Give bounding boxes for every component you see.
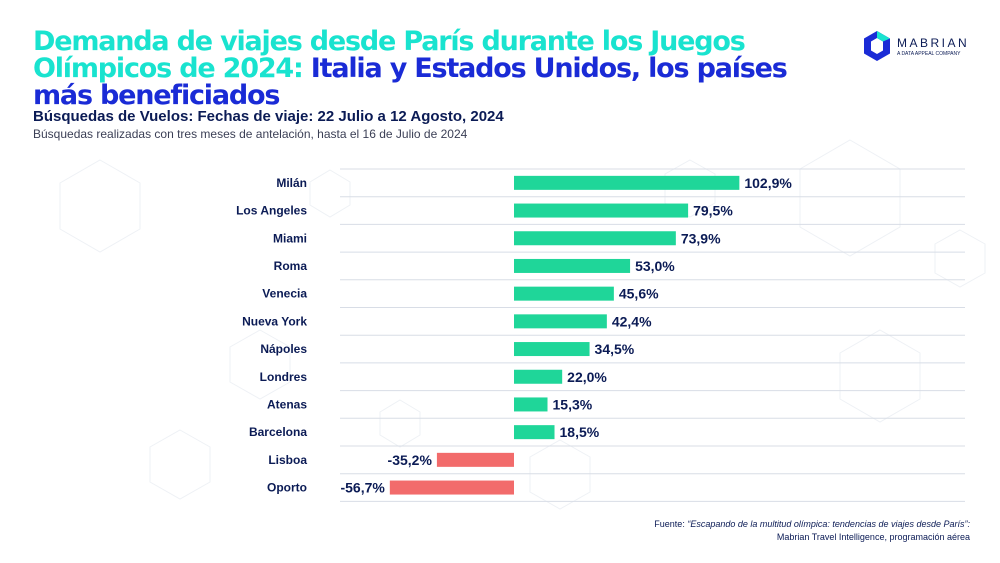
bar — [514, 425, 555, 440]
category-label: Milán — [276, 176, 307, 190]
title-main: Italia y Estados Unidos, los países más … — [33, 53, 788, 111]
bar — [514, 397, 548, 412]
bar — [514, 231, 676, 246]
bar — [514, 203, 689, 218]
bar — [514, 258, 631, 273]
bar — [514, 314, 607, 329]
category-label: Miami — [273, 231, 307, 245]
data-label: 22,0% — [567, 369, 607, 385]
bar — [514, 175, 740, 190]
logo-name: MABRIAN — [897, 36, 970, 50]
data-label: 53,0% — [635, 258, 675, 274]
bar — [436, 452, 514, 467]
data-label: 18,5% — [560, 424, 600, 440]
data-label: 45,6% — [619, 286, 659, 302]
chart-note: Búsquedas realizadas con tres meses de a… — [33, 127, 468, 141]
category-label: Nueva York — [242, 314, 307, 328]
data-label: 34,5% — [595, 341, 635, 357]
source-quote: “Escapando de la multitud olímpica: tend… — [687, 519, 970, 529]
source-prefix: Fuente: — [654, 519, 685, 529]
bar — [389, 480, 514, 495]
category-label: Oporto — [267, 481, 307, 495]
category-label: Los Angeles — [236, 204, 307, 218]
category-label: Atenas — [267, 397, 307, 411]
source-rest: Mabrian Travel Intelligence, programació… — [776, 532, 970, 542]
data-label: 79,5% — [693, 203, 733, 219]
category-label: Roma — [274, 259, 308, 273]
category-label: Lisboa — [268, 453, 307, 467]
logo-tagline: A DATA APPEAL COMPANY — [897, 51, 961, 57]
category-label: Londres — [260, 370, 308, 384]
data-label: -35,2% — [388, 452, 433, 468]
data-label: 42,4% — [612, 313, 652, 329]
category-label: Venecia — [262, 287, 307, 301]
bar — [514, 342, 590, 357]
title-highlight: Demanda de viajes desde París durante lo… — [33, 26, 746, 84]
data-label: 73,9% — [681, 230, 721, 246]
data-label: 102,9% — [744, 175, 792, 191]
category-label: Barcelona — [249, 425, 307, 439]
category-label: Nápoles — [260, 342, 307, 356]
data-label: 15,3% — [553, 396, 593, 412]
bar — [514, 369, 563, 384]
chart-subtitle: Búsquedas de Vuelos: Fechas de viaje: 22… — [33, 108, 504, 125]
source-note: Fuente: “Escapando de la multitud olímpi… — [640, 518, 970, 544]
data-label: -56,7% — [340, 480, 385, 496]
hexagon-logo-icon — [864, 31, 890, 61]
mabrian-logo: MABRIAN A DATA APPEAL COMPANY — [862, 30, 972, 64]
bar — [514, 286, 614, 301]
chart-title: Demanda de viajes desde París durante lo… — [33, 28, 793, 109]
